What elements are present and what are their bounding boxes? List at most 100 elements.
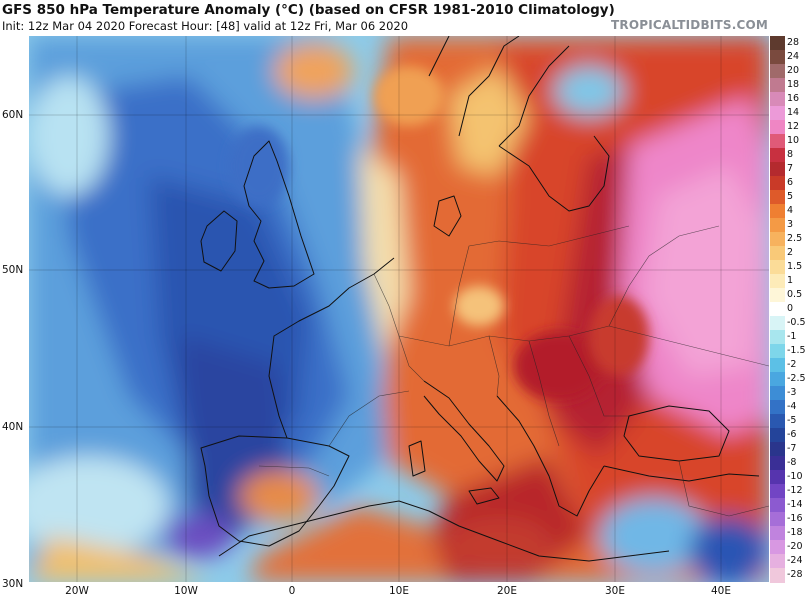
colorbar-label: 12 <box>787 121 800 132</box>
colorbar-label: 20 <box>787 65 800 76</box>
colorbar-label: -8 <box>787 457 797 468</box>
colorbar-swatch <box>770 218 785 233</box>
lon-label-10w: 10W <box>174 585 198 597</box>
site-watermark: TROPICALTIDBITS.COM <box>611 18 768 32</box>
coastlines <box>200 36 760 562</box>
colorbar-label: 18 <box>787 79 800 90</box>
colorbar-swatch <box>770 386 785 401</box>
colorbar-swatch <box>770 526 785 541</box>
colorbar-label: -14 <box>787 499 803 510</box>
colorbar-label: 4 <box>787 205 794 216</box>
colorbar-label: -18 <box>787 527 803 538</box>
graticule <box>29 36 769 582</box>
colorbar-label: -7 <box>787 443 797 454</box>
colorbar-label: -2.5 <box>787 373 806 384</box>
colorbar-label: -4 <box>787 401 797 412</box>
map-title: GFS 850 hPa Temperature Anomaly (°C) (ba… <box>2 2 615 18</box>
colorbar-label: -12 <box>787 485 803 496</box>
colorbar-swatch <box>770 50 785 65</box>
colorbar-label: 8 <box>787 149 794 160</box>
colorbar-swatch <box>770 106 785 121</box>
colorbar-swatch <box>770 162 785 177</box>
colorbar-label: -20 <box>787 541 803 552</box>
colorbar-label: -0.5 <box>787 317 806 328</box>
colorbar-label: -2 <box>787 359 797 370</box>
anomaly-map <box>29 36 769 582</box>
colorbar-label: 7 <box>787 163 794 174</box>
lon-label-40e: 40E <box>711 585 731 597</box>
colorbar-label: -1.5 <box>787 345 806 356</box>
colorbar-swatch <box>770 358 785 373</box>
colorbar-swatch <box>770 400 785 415</box>
colorbar-swatch <box>770 288 785 303</box>
map-header: GFS 850 hPa Temperature Anomaly (°C) (ba… <box>0 0 812 34</box>
lat-label-30n: 30N <box>2 578 24 590</box>
lon-label-30e: 30E <box>605 585 625 597</box>
colorbar-label: -3 <box>787 387 797 398</box>
colorbar-label: 6 <box>787 177 794 188</box>
country-borders <box>258 225 769 517</box>
colorbar-swatch <box>770 64 785 79</box>
colorbar-swatch <box>770 302 785 317</box>
colorbar-swatch <box>770 148 785 163</box>
lat-label-60n: 60N <box>2 109 24 121</box>
colorbar-swatch <box>770 190 785 205</box>
lat-label-40n: 40N <box>2 421 24 433</box>
colorbar-swatch <box>770 120 785 135</box>
colorbar-swatch <box>770 204 785 219</box>
colorbar-swatch <box>770 484 785 499</box>
colorbar-swatch <box>770 456 785 471</box>
colorbar-label: -16 <box>787 513 803 524</box>
colorbar-swatch <box>770 274 785 289</box>
lon-label-0: 0 <box>288 585 296 597</box>
colorbar-swatch <box>770 372 785 387</box>
colorbar-swatch <box>770 78 785 93</box>
lon-label-20e: 20E <box>497 585 517 597</box>
forecast-info: Init: 12z Mar 04 2020 Forecast Hour: [48… <box>2 19 409 33</box>
colorbar-label: 14 <box>787 107 800 118</box>
colorbar-swatch <box>770 498 785 513</box>
colorbar-label: 3 <box>787 219 794 230</box>
colorbar-label: 2.5 <box>787 233 803 244</box>
colorbar-swatch <box>770 512 785 527</box>
colorbar-label: -6 <box>787 429 797 440</box>
colorbar-swatch <box>770 344 785 359</box>
anomaly-field <box>29 36 769 582</box>
colorbar-label: 0.5 <box>787 289 803 300</box>
colorbar-swatch <box>770 442 785 457</box>
colorbar-label: 1.5 <box>787 261 803 272</box>
lon-label-20w: 20W <box>65 585 89 597</box>
colorbar-swatch <box>770 176 785 191</box>
colorbar-label: -1 <box>787 331 797 342</box>
colorbar-label: 5 <box>787 191 794 202</box>
colorbar-swatch <box>770 92 785 107</box>
lon-label-10e: 10E <box>389 585 409 597</box>
colorbar-swatch <box>770 232 785 247</box>
colorbar-label: 24 <box>787 51 800 62</box>
map-canvas <box>29 36 769 582</box>
colorbar-label: 28 <box>787 37 800 48</box>
colorbar-label: 2 <box>787 247 794 258</box>
colorbar-swatch <box>770 428 785 443</box>
colorbar-label: 10 <box>787 135 800 146</box>
lat-label-50n: 50N <box>2 264 24 276</box>
colorbar-swatch <box>770 568 785 583</box>
colorbar-swatch <box>770 134 785 149</box>
colorbar-label: 0 <box>787 303 794 314</box>
colorbar-label: -28 <box>787 569 803 580</box>
colorbar-label: -5 <box>787 415 797 426</box>
colorbar-label: -24 <box>787 555 803 566</box>
colorbar-swatch <box>770 260 785 275</box>
colorbar-swatch <box>770 540 785 555</box>
colorbar-swatch <box>770 414 785 429</box>
colorbar-swatch <box>770 470 785 485</box>
colorbar-swatch <box>770 330 785 345</box>
anomaly-detail <box>229 66 649 401</box>
colorbar-swatch <box>770 36 785 51</box>
colorbar-swatch <box>770 246 785 261</box>
colorbar-label: 1 <box>787 275 794 286</box>
colorbar-label: 16 <box>787 93 800 104</box>
colorbar-swatch <box>770 316 785 331</box>
colorbar-label: -10 <box>787 471 803 482</box>
colorbar-swatch <box>770 554 785 569</box>
